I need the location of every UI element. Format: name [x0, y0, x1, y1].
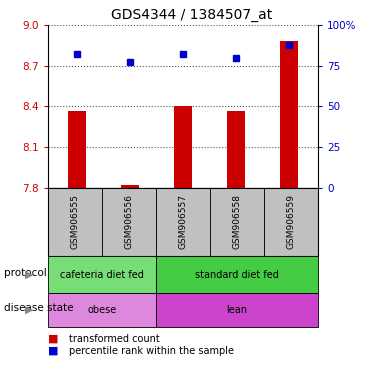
Text: cafeteria diet fed: cafeteria diet fed — [60, 270, 144, 280]
Text: disease state: disease state — [4, 303, 73, 313]
Bar — [174, 106, 192, 188]
Text: ■: ■ — [48, 334, 59, 344]
Text: GSM906556: GSM906556 — [124, 195, 134, 250]
Text: GDS4344 / 1384507_at: GDS4344 / 1384507_at — [111, 8, 272, 22]
Text: GSM906555: GSM906555 — [70, 195, 80, 250]
Text: GSM906559: GSM906559 — [286, 195, 296, 250]
Text: ▶: ▶ — [25, 305, 33, 315]
Text: obese: obese — [87, 305, 117, 315]
Text: lean: lean — [226, 305, 247, 315]
Bar — [68, 111, 87, 188]
Text: GSM906558: GSM906558 — [232, 195, 242, 250]
Bar — [227, 111, 245, 188]
Text: GSM906557: GSM906557 — [178, 195, 188, 250]
Bar — [280, 41, 298, 188]
Text: ■: ■ — [48, 346, 59, 356]
Text: ▶: ▶ — [25, 270, 33, 280]
Text: standard diet fed: standard diet fed — [195, 270, 279, 280]
Bar — [121, 185, 139, 188]
Text: transformed count: transformed count — [69, 334, 160, 344]
Text: percentile rank within the sample: percentile rank within the sample — [69, 346, 234, 356]
Text: protocol: protocol — [4, 268, 47, 278]
